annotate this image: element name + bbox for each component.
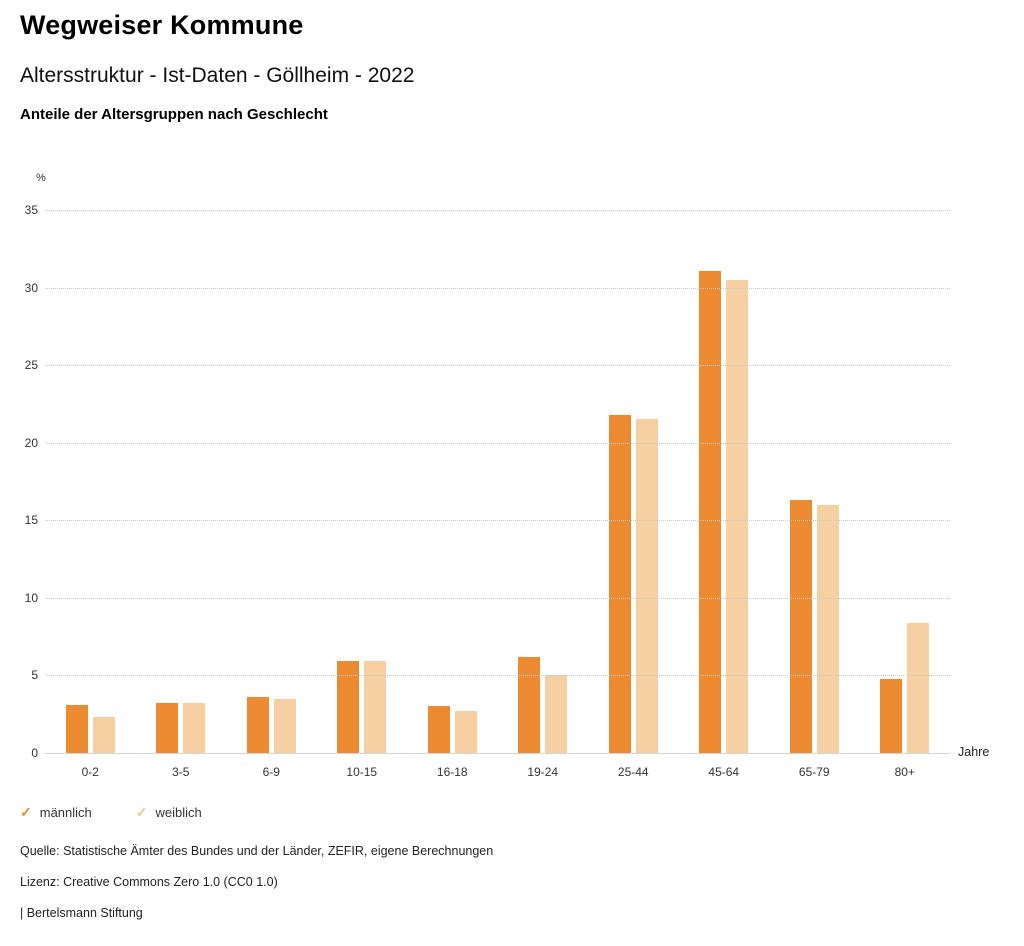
bar-weiblich-45-64[interactable] xyxy=(726,279,749,753)
y-tick-label-0: 0 xyxy=(31,746,38,760)
bar-weiblich-6-9[interactable] xyxy=(273,698,296,753)
bar-group-0-2 xyxy=(45,210,136,753)
bar-group-16-18 xyxy=(407,210,498,753)
x-tick-label-19-24: 19-24 xyxy=(527,765,559,779)
branding-text: | Bertelsmann Stiftung xyxy=(20,906,143,920)
bar-männlich-65-79[interactable] xyxy=(789,500,812,753)
x-axis-unit-label: Jahre xyxy=(958,745,990,759)
y-tick-label-15: 15 xyxy=(24,513,38,528)
chart-subtitle: Altersstruktur - Ist-Daten - Göllheim - … xyxy=(20,64,415,87)
bar-männlich-25-44[interactable] xyxy=(608,414,631,753)
bar-group-3-5 xyxy=(136,210,227,753)
bar-weiblich-10-15[interactable] xyxy=(364,661,387,753)
bar-weiblich-3-5[interactable] xyxy=(183,703,206,753)
x-tick-label-45-64: 45-64 xyxy=(708,765,740,779)
y-tick-label-35: 35 xyxy=(24,203,38,217)
bar-group-19-24 xyxy=(498,210,589,753)
gridline-y-5 xyxy=(45,675,950,677)
bar-group-65-79 xyxy=(769,210,860,753)
x-tick-label-10-15: 10-15 xyxy=(346,765,378,779)
bar-männlich-0-2[interactable] xyxy=(65,704,88,753)
bar-männlich-80+[interactable] xyxy=(880,678,903,753)
gridline-y-10 xyxy=(45,597,950,599)
bar-weiblich-0-2[interactable] xyxy=(92,717,115,753)
bar-group-10-15 xyxy=(317,210,408,753)
y-tick-label-5: 5 xyxy=(31,668,38,683)
x-tick-label-65-79: 65-79 xyxy=(798,765,830,779)
bar-group-25-44 xyxy=(588,210,679,753)
check-icon: ✓ xyxy=(135,804,148,820)
plot-area xyxy=(45,210,950,754)
bar-groups xyxy=(45,210,950,753)
x-tick-label-6-9: 6-9 xyxy=(262,765,280,779)
legend-item-männlich[interactable]: ✓ männlich xyxy=(20,804,92,821)
x-axis-labels: 0-2 3-5 6-9 10-15 16-18 19-24 25-44 45-64 65-79 8… xyxy=(45,765,950,779)
bar-weiblich-16-18[interactable] xyxy=(454,711,477,753)
legend-item-weiblich[interactable]: ✓ weiblich xyxy=(136,804,202,821)
bar-weiblich-80+[interactable] xyxy=(907,622,930,753)
y-tick-label-30: 30 xyxy=(24,280,38,295)
check-icon: ✓ xyxy=(20,804,32,820)
x-tick-label-25-44: 25-44 xyxy=(617,765,649,779)
legend-label: männlich xyxy=(39,805,92,820)
bar-männlich-6-9[interactable] xyxy=(246,697,269,753)
x-tick-label-3-5: 3-5 xyxy=(172,765,190,779)
bar-group-45-64 xyxy=(679,210,770,753)
bar-weiblich-65-79[interactable] xyxy=(816,504,839,753)
x-tick-label-80+: 80+ xyxy=(894,765,915,779)
chart-heading: Anteile der Altersgruppen nach Geschlech… xyxy=(20,106,328,123)
gridline-y-15 xyxy=(45,520,950,522)
gridline-y-0 xyxy=(45,753,950,754)
bar-männlich-45-64[interactable] xyxy=(699,270,722,753)
gridline-y-30 xyxy=(45,287,950,289)
y-tick-label-20: 20 xyxy=(24,435,38,450)
page-title: Wegweiser Kommune xyxy=(20,10,304,40)
gridline-y-35 xyxy=(45,210,950,211)
y-tick-label-10: 10 xyxy=(24,590,38,605)
y-tick-label-25: 25 xyxy=(24,358,38,373)
y-axis-unit-label: % xyxy=(36,172,46,184)
bar-group-80+ xyxy=(860,210,951,753)
gridline-y-20 xyxy=(45,442,950,444)
bar-weiblich-19-24[interactable] xyxy=(545,675,568,753)
chart-legend: ✓ männlich ✓ weiblich xyxy=(20,804,202,821)
bar-männlich-16-18[interactable] xyxy=(427,706,450,753)
license-text: Lizenz: Creative Commons Zero 1.0 (CC0 1… xyxy=(20,875,278,889)
bar-weiblich-25-44[interactable] xyxy=(635,419,658,753)
source-text: Quelle: Statistische Ämter des Bundes un… xyxy=(20,844,494,858)
x-tick-label-16-18: 16-18 xyxy=(436,765,468,779)
bar-männlich-19-24[interactable] xyxy=(518,656,541,753)
gridline-y-25 xyxy=(45,365,950,367)
bar-männlich-10-15[interactable] xyxy=(337,661,360,753)
x-tick-label-0-2: 0-2 xyxy=(81,765,99,779)
legend-label: weiblich xyxy=(155,805,202,820)
bar-group-6-9 xyxy=(226,210,317,753)
bar-männlich-3-5[interactable] xyxy=(156,703,179,753)
